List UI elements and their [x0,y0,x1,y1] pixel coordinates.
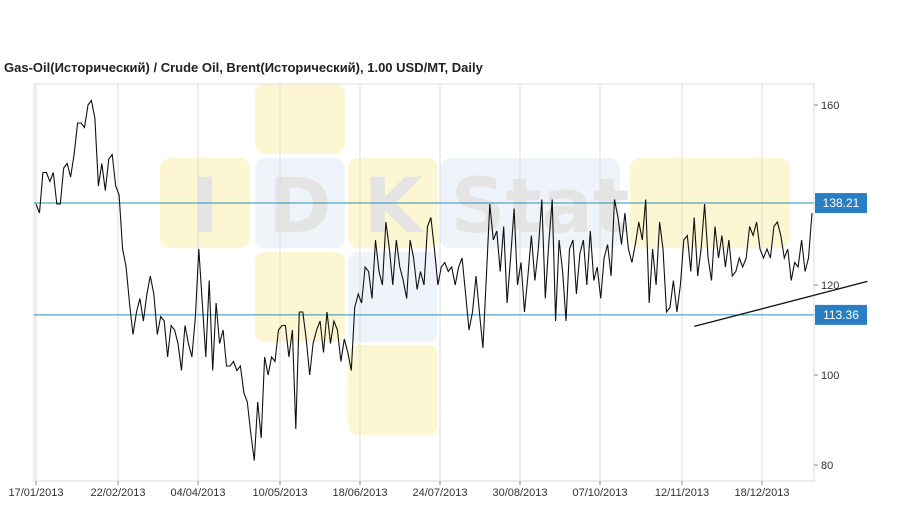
x-tick-label: 12/11/2013 [655,487,709,499]
watermark-tile [255,252,345,342]
watermark-letter: D [268,161,331,250]
x-tick-label: 22/02/2013 [90,487,145,499]
horizontal-levels: 138.21 113.36 [34,193,867,325]
x-tick-label: 18/12/2013 [734,487,789,499]
y-axis: 80 100 120 160 [814,100,839,472]
x-tick-label: 04/04/2013 [170,487,225,499]
price-series-line [35,99,813,461]
x-tick-label: 07/10/2013 [572,487,627,499]
x-tick-label: 30/08/2013 [492,487,547,499]
y-tick-label: 160 [821,100,839,112]
x-tick-label: 24/07/2013 [412,487,467,499]
watermark-tile [348,252,438,342]
plot-frame [33,83,815,482]
y-tick-label: 80 [821,460,833,472]
x-axis: 17/01/2013 22/02/2013 04/04/2013 10/05/2013… [8,481,790,499]
watermark-tile [255,84,345,154]
y-tick-label: 100 [821,370,839,382]
level-label: 138.21 [823,196,860,210]
level-badge [815,304,867,325]
chart-title: Gas-Oil(Исторический) / Crude Oil, Brent… [4,60,483,75]
level-label: 113.36 [823,308,859,322]
level-badge [815,193,867,214]
idkstat-watermark: I D K Stat [160,84,790,435]
watermark-tile [348,345,438,435]
watermark-letter: Stat [451,161,630,250]
x-tick-label: 10/05/2013 [252,487,307,499]
watermark-letter: K [364,161,426,250]
y-tick-label: 120 [821,280,839,292]
chart-grid [33,83,815,482]
x-tick-label: 17/01/2013 [8,487,63,499]
trend-line [694,280,868,328]
watermark-letter: I [191,161,219,250]
x-tick-label: 18/06/2013 [332,487,387,499]
